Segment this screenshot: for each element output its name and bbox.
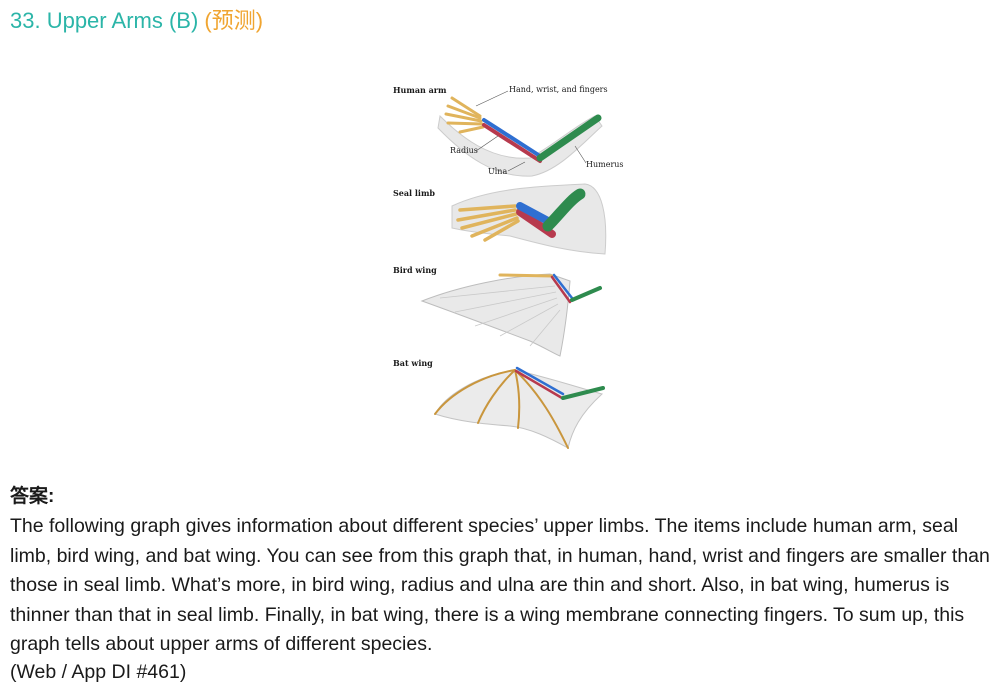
label-seal-limb: Seal limb (393, 188, 435, 198)
answer-heading: 答案: (10, 486, 55, 507)
question-title: 33. Upper Arms (B) (预测) (10, 6, 263, 36)
limb-illustration: Human arm Hand, wrist, and fingers Radiu… (393, 85, 624, 449)
prediction-tag: (预测) (204, 8, 264, 33)
label-human-arm: Human arm (393, 85, 447, 95)
label-ulna: Ulna (488, 167, 507, 176)
human-arm-drawing (437, 90, 603, 177)
title-text: 33. Upper Arms (B) (10, 8, 199, 33)
label-bird-wing: Bird wing (393, 265, 437, 275)
bird-wing-drawing (420, 273, 602, 357)
label-bat-wing: Bat wing (393, 358, 433, 368)
answer-text: The following graph gives information ab… (10, 515, 990, 656)
limb-comparison-figure: Human arm Hand, wrist, and fingers Radiu… (380, 76, 630, 472)
source-reference: (Web / App DI #461) (10, 661, 187, 683)
seal-limb-drawing (451, 183, 607, 255)
label-radius: Radius (450, 146, 478, 155)
label-hand-wrist-fingers: Hand, wrist, and fingers (509, 85, 608, 94)
label-humerus: Humerus (586, 160, 624, 169)
bat-wing-drawing (434, 366, 605, 449)
